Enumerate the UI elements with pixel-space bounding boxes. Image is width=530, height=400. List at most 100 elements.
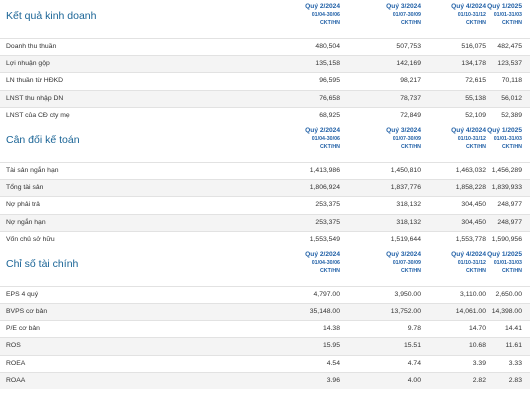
- row-label[interactable]: EPS 4 quý: [6, 290, 39, 298]
- cell-value: 1,463,032: [455, 166, 486, 174]
- cell-value: 14.70: [468, 325, 486, 333]
- cell-value: 4,797.00: [313, 290, 340, 298]
- cell-value: 248,977: [497, 218, 522, 226]
- cell-value: 2,650.00: [495, 290, 522, 298]
- period-dates: 01/10-31/12: [457, 259, 486, 266]
- row-label[interactable]: Tổng tài sản: [6, 184, 44, 192]
- period-dates: 01/04-30/06: [311, 259, 340, 266]
- period-quarter: Quý 1/2025: [487, 3, 522, 10]
- period-header: Quý 2/2024 01/04-30/06 CKT/HN: [262, 251, 340, 275]
- row-label[interactable]: Tài sản ngắn hạn: [6, 166, 59, 174]
- cell-value: 3.33: [508, 359, 522, 367]
- section-title: Chỉ số tài chính: [6, 257, 79, 270]
- period-type: CKT/HN: [465, 20, 486, 26]
- period-dates: 01/01-31/03: [493, 12, 522, 18]
- cell-value: 318,132: [396, 218, 421, 226]
- period-type: CKT/HN: [400, 20, 421, 26]
- row-label[interactable]: BVPS cơ bản: [6, 308, 48, 316]
- period-type: CKT/HN: [400, 143, 421, 150]
- table-row: ROAA 3.96 4.00 2.82 2.83: [0, 371, 530, 389]
- cell-value: 3,950.00: [394, 290, 421, 298]
- table-row: Tổng tài sản 1,806,924 1,837,776 1,858,2…: [0, 179, 530, 197]
- cell-value: 15.95: [322, 342, 340, 350]
- section-header: Kết quả kinh doanh Quý 2/2024 01/04-30/06…: [0, 0, 530, 38]
- table-row: P/E cơ bản 14.38 9.78 14.70 14.41: [0, 320, 530, 337]
- period-quarter: Quý 3/2024: [386, 3, 421, 10]
- period-type: CKT/HN: [319, 267, 340, 274]
- cell-value: 1,837,776: [390, 184, 421, 192]
- period-header: Quý 1/2025 01/01-31/03 CKT/HN: [444, 251, 522, 275]
- cell-value: 14,398.00: [491, 308, 522, 316]
- cell-value: 11.61: [505, 342, 522, 350]
- table-row: BVPS cơ bản 35,148.00 13,752.00 14,061.0…: [0, 303, 530, 321]
- period-header: Quý 3/2024 01/07-30/09 CKT/HN: [343, 127, 421, 151]
- section-title: Kết quả kinh doanh: [6, 10, 97, 22]
- row-label[interactable]: P/E cơ bản: [6, 325, 40, 333]
- period-header: Quý 4/2024 01/10-31/12 CKT/HN: [408, 127, 486, 151]
- cell-value: 1,519,644: [390, 235, 421, 243]
- cell-value: 72,615: [465, 77, 486, 85]
- period-dates: 01/10-31/12: [457, 12, 486, 18]
- row-label[interactable]: LN thuần từ HĐKD: [6, 77, 64, 85]
- cell-value: 2.83: [508, 376, 522, 384]
- period-dates: 01/07-30/09: [392, 259, 421, 266]
- period-dates: 01/01-31/03: [493, 135, 522, 142]
- cell-value: 14.38: [322, 325, 340, 333]
- row-label[interactable]: ROEA: [6, 359, 26, 367]
- cell-value: 78,737: [400, 94, 421, 102]
- cell-value: 4.54: [326, 359, 340, 367]
- row-label[interactable]: Doanh thu thuần: [6, 43, 57, 50]
- row-label[interactable]: Lợi nhuận gộp: [6, 60, 50, 68]
- cell-value: 253,375: [315, 201, 340, 209]
- cell-value: 1,806,924: [309, 184, 340, 192]
- cell-value: 72,849: [400, 111, 421, 119]
- cell-value: 68,925: [319, 111, 340, 119]
- row-label[interactable]: Vốn chủ sở hữu: [6, 235, 55, 243]
- table-row: Tài sản ngắn hạn 1,413,986 1,450,810 1,4…: [0, 161, 530, 179]
- period-type: CKT/HN: [465, 143, 486, 150]
- table-row: Nợ phải trả 253,375 318,132 304,450 248,…: [0, 196, 530, 213]
- period-header: Quý 1/2025 01/01-31/03 CKT/HN: [444, 3, 522, 27]
- cell-value: 1,413,986: [309, 166, 340, 174]
- cell-value: 14,061.00: [455, 308, 486, 316]
- period-quarter: Quý 4/2024: [451, 3, 486, 10]
- period-header: Quý 3/2024 01/07-30/09 CKT/HN: [343, 251, 421, 275]
- period-dates: 01/04-30/06: [311, 12, 340, 18]
- table-row: LN thuần từ HĐKD 96,595 98,217 72,615 70…: [0, 72, 530, 89]
- period-type: CKT/HN: [501, 20, 522, 26]
- cell-value: 1,858,228: [455, 184, 486, 192]
- row-label[interactable]: LNST của CĐ cty mẹ: [6, 111, 70, 119]
- cell-value: 480,504: [315, 43, 340, 50]
- period-dates: 01/10-31/12: [457, 135, 486, 142]
- table-row: LNST thu nhập DN 76,658 78,737 55,138 56…: [0, 89, 530, 107]
- cell-value: 507,753: [396, 43, 421, 50]
- period-type: CKT/HN: [465, 267, 486, 274]
- row-label[interactable]: ROAA: [6, 376, 26, 384]
- cell-value: 1,450,810: [390, 166, 421, 174]
- period-dates: 01/07-30/09: [392, 12, 421, 18]
- cell-value: 98,217: [400, 77, 421, 85]
- cell-value: 10.68: [468, 342, 486, 350]
- row-label[interactable]: Nợ ngắn hạn: [6, 218, 46, 226]
- cell-value: 516,075: [461, 43, 486, 50]
- table-row: Lợi nhuận gộp 135,158 142,169 134,178 12…: [0, 55, 530, 73]
- period-type: CKT/HN: [319, 20, 340, 26]
- cell-value: 1,553,549: [309, 235, 340, 243]
- table-row: ROS 15.95 15.51 10.68 11.61: [0, 337, 530, 355]
- row-label[interactable]: LNST thu nhập DN: [6, 94, 64, 102]
- table-row: EPS 4 quý 4,797.00 3,950.00 3,110.00 2,6…: [0, 285, 530, 303]
- period-quarter: Quý 3/2024: [386, 126, 421, 134]
- cell-value: 76,658: [319, 94, 340, 102]
- cell-value: 3.39: [472, 359, 486, 367]
- period-quarter: Quý 1/2025: [487, 126, 522, 134]
- cell-value: 4.00: [407, 376, 421, 384]
- cell-value: 304,450: [461, 218, 486, 226]
- section-business-results: Kết quả kinh doanh Quý 2/2024 01/04-30/06…: [0, 0, 530, 124]
- section-financial-ratios: Chỉ số tài chính Quý 2/2024 01/04-30/06 CK…: [0, 248, 530, 389]
- cell-value: 123,537: [497, 60, 522, 68]
- row-label[interactable]: Nợ phải trả: [6, 201, 40, 209]
- cell-value: 3,110.00: [460, 290, 486, 298]
- table-row: Vốn chủ sở hữu 1,553,549 1,519,644 1,553…: [0, 230, 530, 248]
- row-label[interactable]: ROS: [6, 342, 21, 350]
